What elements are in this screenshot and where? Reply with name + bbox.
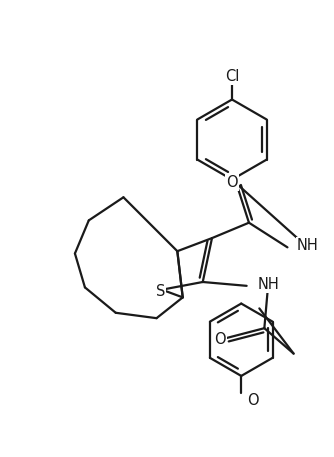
Text: NH: NH	[258, 277, 279, 292]
Text: O: O	[247, 393, 259, 408]
Text: S: S	[156, 284, 165, 299]
Text: O: O	[226, 175, 238, 190]
Text: Cl: Cl	[225, 69, 239, 84]
Text: NH: NH	[297, 238, 318, 253]
Text: O: O	[214, 332, 225, 347]
